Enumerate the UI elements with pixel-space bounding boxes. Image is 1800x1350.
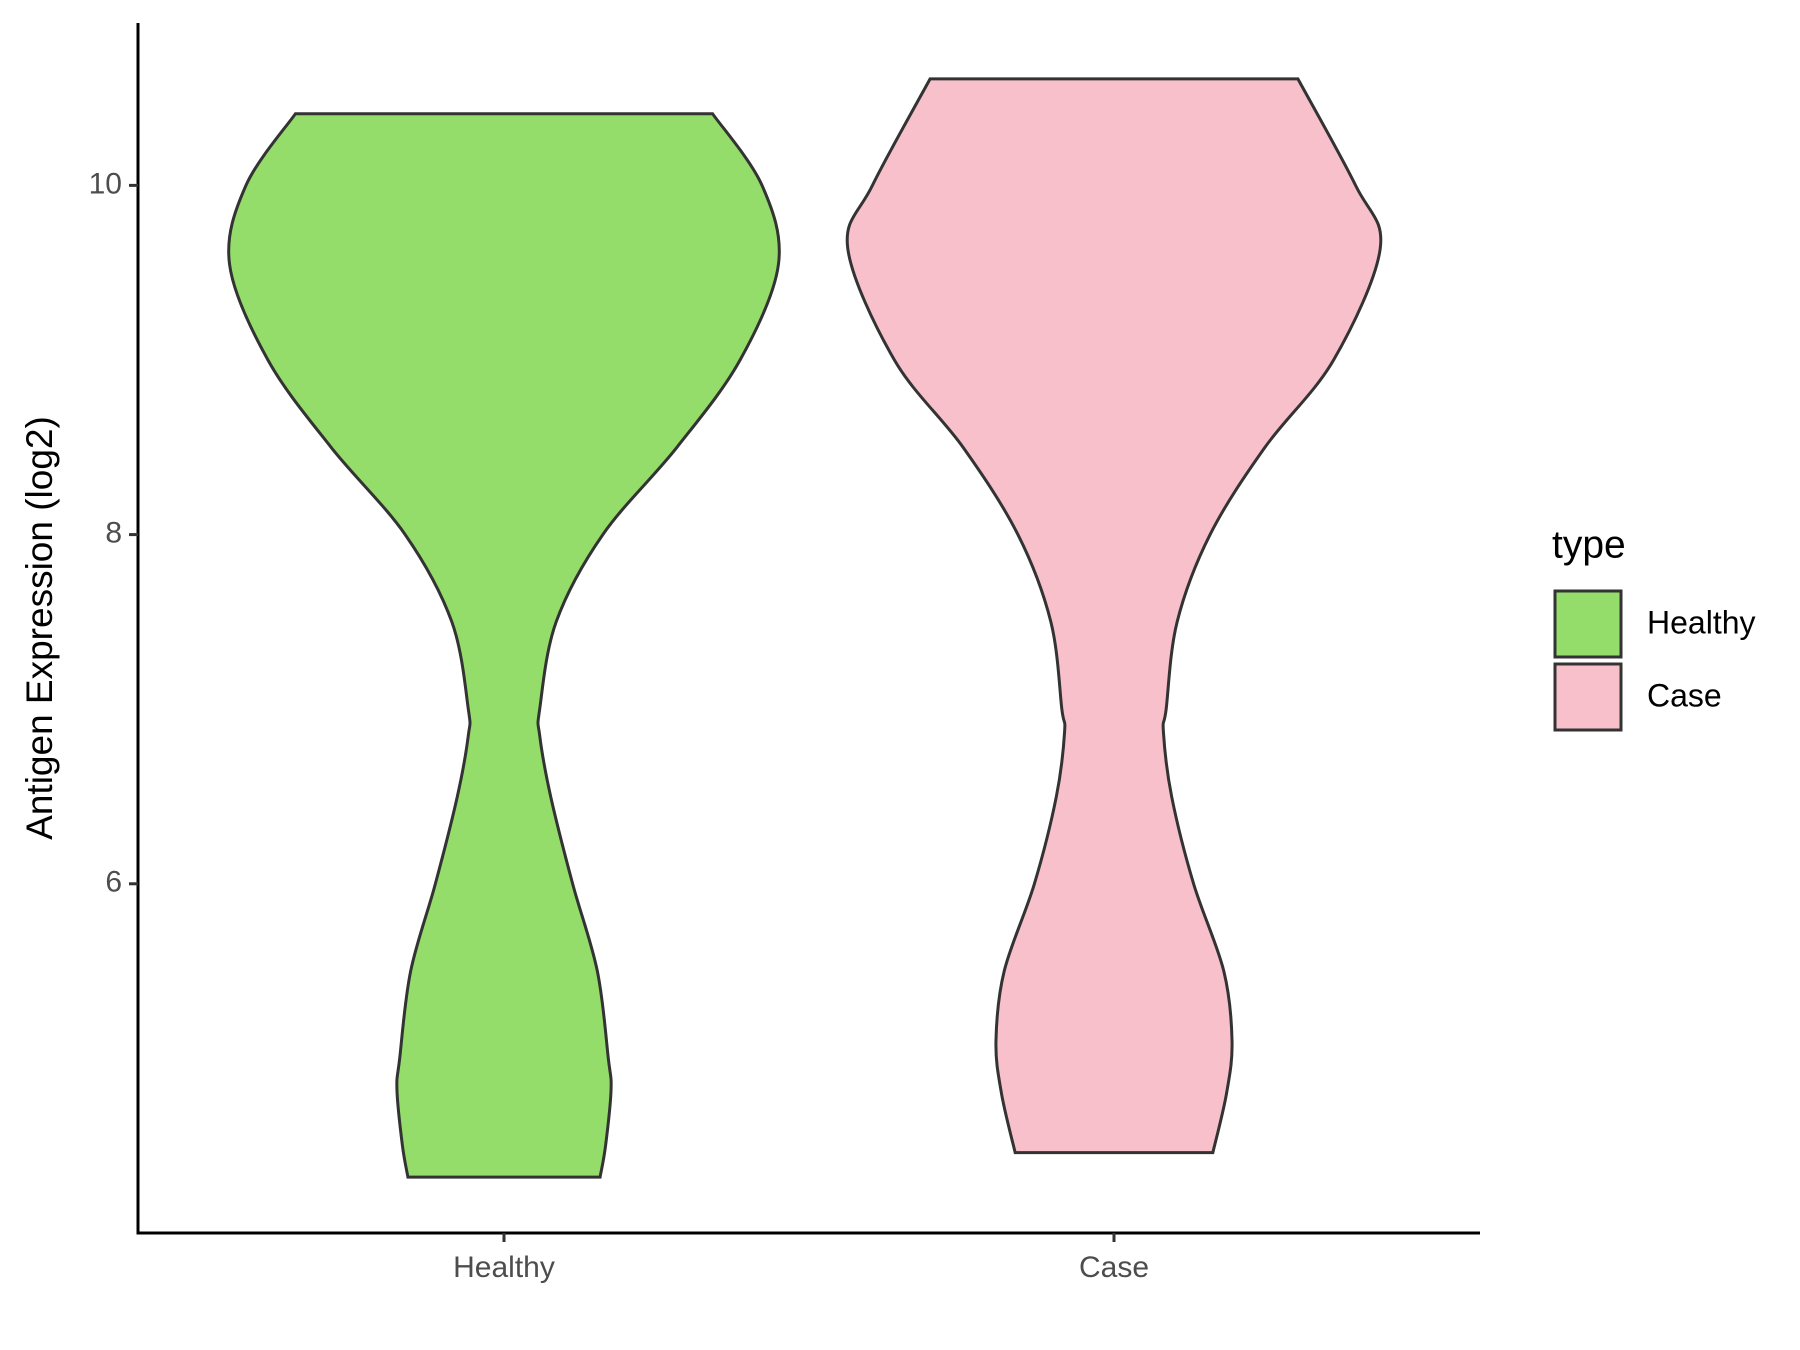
- legend-label: Case: [1647, 677, 1722, 713]
- x-tick-label: Healthy: [453, 1251, 555, 1284]
- y-tick-label: 6: [105, 866, 122, 899]
- legend-label: Healthy: [1647, 604, 1756, 640]
- legend-key: [1553, 589, 1623, 659]
- y-tick-label: 8: [105, 517, 122, 550]
- violin: [845, 77, 1383, 1155]
- legend-title: type: [1552, 523, 1626, 566]
- y-tick-label: 10: [89, 167, 122, 200]
- legend-key: [1553, 662, 1623, 732]
- x-tick-label: Case: [1079, 1251, 1149, 1284]
- y-axis-title: Antigen Expression (log2): [19, 416, 60, 840]
- violin: [227, 112, 781, 1179]
